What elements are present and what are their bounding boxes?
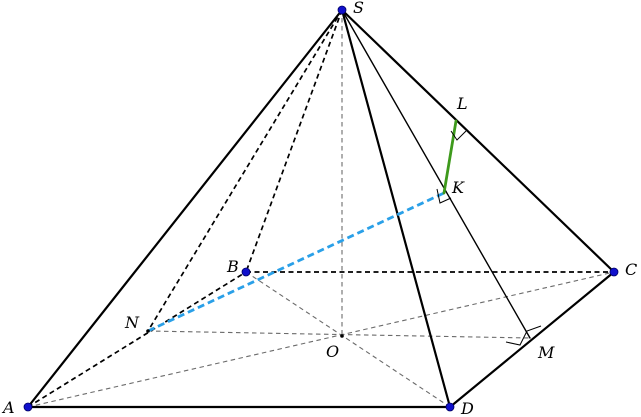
segment-k-l [442,119,458,195]
edge-s-b [245,9,343,273]
point-d-dot [445,402,455,412]
point-l-label: L [456,94,468,113]
point-o-label: O [326,342,339,361]
point-m-label: M [537,343,555,362]
point-a-dot [23,402,33,412]
segment-n-k [147,191,445,333]
edge-s-c [340,8,616,274]
edge-s-d [340,8,452,409]
point-s-label: S [353,0,364,17]
right-angle-mark-k [436,188,452,204]
edge-b-d [245,271,451,408]
edge-a-c [27,271,615,408]
point-b-label: B [226,257,239,276]
point-s-dot [337,5,347,15]
edge-s-a [26,8,344,409]
point-n-dot [146,329,150,333]
edge-n-m [147,330,531,339]
edge-d-c [448,270,616,409]
point-c-dot [609,267,619,277]
point-d-label: D [460,399,474,417]
right-angle-mark-l [450,130,467,141]
point-a-label: A [1,398,15,417]
point-b-dot [241,267,251,277]
edge-s-n [147,9,343,332]
point-c-label: C [625,260,637,279]
point-o-dot [340,334,344,338]
edge-a-b [27,271,247,408]
point-k-label: K [451,178,465,197]
edge-s-m [341,9,531,339]
point-n-label: N [124,313,140,332]
right-angle-mark-m [505,325,542,346]
